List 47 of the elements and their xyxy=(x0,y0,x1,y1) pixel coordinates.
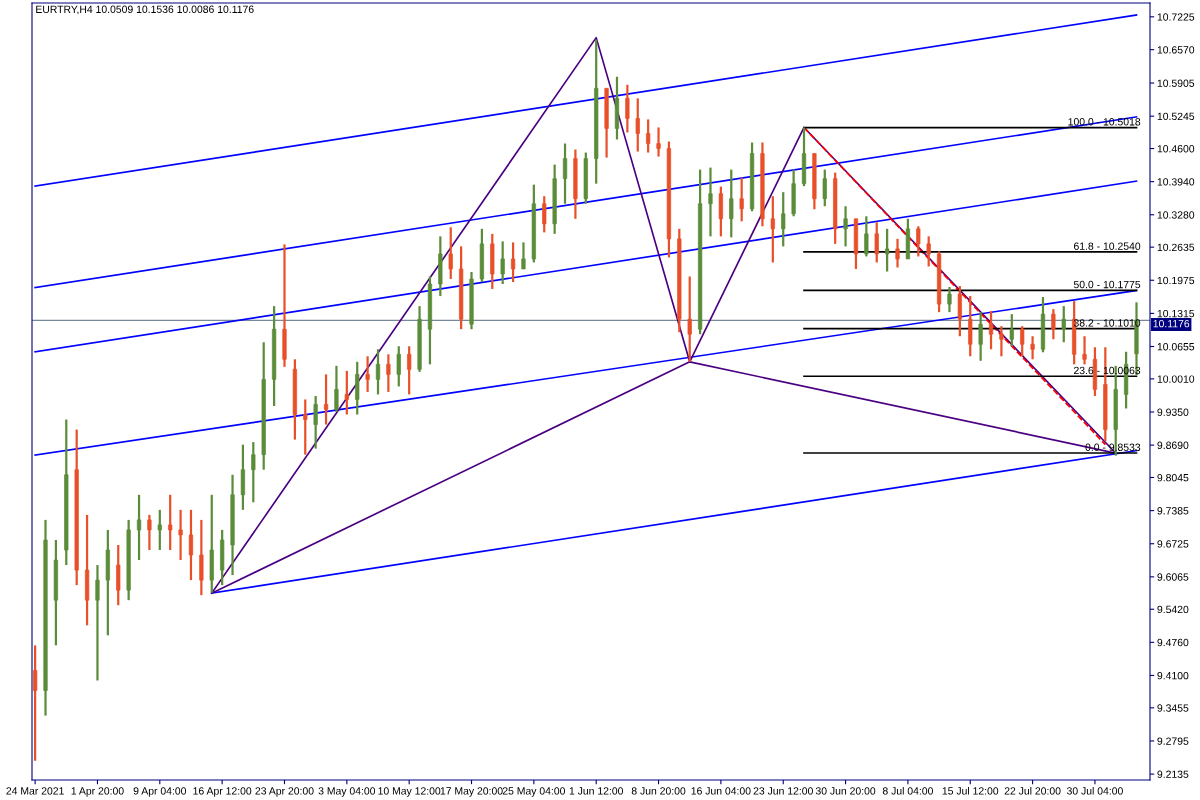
x-tick-label: 16 Jun 04:00 xyxy=(691,787,751,795)
y-tick-label: 10.7225 xyxy=(1157,13,1195,21)
y-tick-label: 10.0010 xyxy=(1157,375,1195,383)
y-tick-label: 9.4100 xyxy=(1157,671,1189,680)
y-tick-label: 9.7385 xyxy=(1157,507,1189,515)
y-tick-label: 9.2135 xyxy=(1157,770,1189,778)
y-tick-label: 9.8690 xyxy=(1157,441,1189,449)
x-tick-label: 23 Jun 12:00 xyxy=(753,787,813,795)
y-tick-label: 10.1975 xyxy=(1157,276,1195,285)
y-tick-label: 9.3455 xyxy=(1157,704,1189,712)
x-tick-label: 9 Apr 04:00 xyxy=(133,787,187,797)
y-tick-label: 9.8045 xyxy=(1157,473,1189,482)
y-tick-label: 9.6065 xyxy=(1157,573,1189,581)
y-tick-label: 9.4760 xyxy=(1157,638,1189,647)
y-tick-label: 10.0655 xyxy=(1157,343,1195,351)
x-tick-label: 1 Apr 20:00 xyxy=(71,787,124,797)
y-tick-label: 9.9350 xyxy=(1157,408,1189,416)
chart-title: EURTRY,H4 10.0509 10.1536 10.0086 10.1176 xyxy=(36,5,254,15)
series-label: 61.8 - 10.2540 xyxy=(1074,242,1141,250)
x-tick-label: 24 Mar 2021 xyxy=(6,787,64,795)
y-tick-label: 10.3940 xyxy=(1157,178,1195,186)
y-tick-label: 10.1315 xyxy=(1157,309,1195,318)
x-tick-label: 1 Jun 12:00 xyxy=(569,787,624,795)
y-tick-label: 10.5245 xyxy=(1157,112,1195,121)
y-tick-label: 9.6725 xyxy=(1157,540,1189,548)
x-tick-label: 10 May 12:00 xyxy=(378,787,441,797)
x-tick-label: 22 Jul 20:00 xyxy=(1004,786,1061,795)
x-tick-label: 8 Jun 20:00 xyxy=(631,787,686,795)
y-tick-label: 10.3280 xyxy=(1157,211,1195,219)
x-tick-label: 30 Jul 04:00 xyxy=(1066,786,1123,795)
y-tick-label: 10.2635 xyxy=(1157,243,1195,252)
x-tick-label: 16 Apr 12:00 xyxy=(193,787,252,797)
y-tick-label: 10.5905 xyxy=(1157,79,1195,87)
x-tick-label: 25 May 04:00 xyxy=(502,787,566,797)
ref-line-label: 10.1176 xyxy=(1153,319,1190,328)
x-tick-label: 8 Jul 04:00 xyxy=(882,786,933,795)
x-tick-label: 17 May 20:00 xyxy=(440,787,503,797)
x-tick-label: 23 Apr 20:00 xyxy=(255,787,314,797)
x-tick-label: 15 Jul 12:00 xyxy=(942,786,999,795)
y-tick-label: 9.5420 xyxy=(1157,605,1189,614)
series-label: 50.0 - 10.1775 xyxy=(1073,280,1141,289)
y-tick-label: 10.4600 xyxy=(1157,145,1195,153)
series-label: 100.0 - 10.5018 xyxy=(1068,118,1141,126)
y-tick-label: 9.2795 xyxy=(1157,737,1189,745)
x-tick-label: 3 May 04:00 xyxy=(318,787,376,797)
y-tick-label: 10.6570 xyxy=(1157,46,1195,54)
x-tick-label: 30 Jun 20:00 xyxy=(815,787,876,795)
